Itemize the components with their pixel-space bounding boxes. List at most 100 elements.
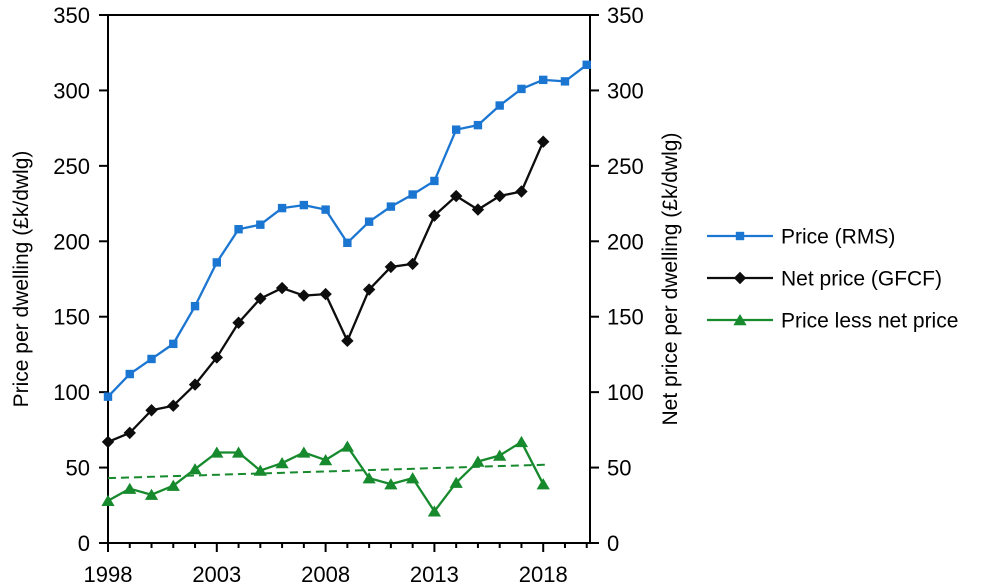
square-marker [495,101,504,110]
square-marker [321,205,330,214]
triangle-marker [188,463,202,475]
legend: Price (RMS) Net price (GFCF) Price less ne… [707,226,958,333]
x-tick-label: 1998 [84,562,133,587]
square-marker [234,225,243,234]
square-marker [364,217,374,226]
axis-box [107,14,591,544]
triangle-marker [101,494,115,506]
triangle-marker [253,464,267,476]
square-marker [735,231,745,241]
x-tick-label: 2008 [301,562,350,587]
diamond-marker [406,257,419,271]
diamond-marker [362,283,376,296]
diamond-marker [471,203,485,216]
triangle-marker [123,482,137,494]
triangle-marker [514,435,529,448]
triangle-marker [362,472,376,484]
triangle-marker [275,457,289,469]
square-marker [451,125,461,134]
diamond-marker [733,271,747,285]
diamond-marker [275,281,289,295]
square-marker [539,75,548,85]
triangle-marker [536,478,550,490]
triangle-marker [427,505,442,517]
legend-item: Net price (GFCF) [707,268,942,291]
square-marker [299,200,309,210]
square-marker [473,120,483,130]
left-axis-title: Price per dwelling (£k/dwlg) [10,151,33,408]
diamond-marker [319,287,332,301]
triangle-marker [166,479,180,491]
x-tick-label: 2018 [519,562,568,587]
square-marker [582,60,591,69]
right-y-tick-label: 300 [607,78,644,103]
diamond-marker [101,435,115,449]
diamond-marker [145,404,158,417]
diamond-marker [449,189,463,203]
legend-item: Price (RMS) [707,226,895,249]
diamond-marker [188,378,202,391]
triangle-marker [231,446,246,458]
diamond-marker [254,292,267,305]
square-marker [343,238,352,247]
diamond-marker [384,260,398,274]
left-y-tick-label: 0 [78,531,90,556]
square-marker [386,202,396,211]
triangle-marker [144,488,159,500]
right-y-tick-label: 0 [607,531,619,556]
triangle-marker [733,314,747,326]
square-marker [125,369,134,379]
diamond-marker [537,135,550,148]
right-y-tick-label: 250 [607,154,644,179]
right-axis-title: Net price per dwelling (£k/dwlg) [659,133,682,426]
square-marker [517,84,526,94]
triangle-marker [319,454,333,466]
diamond-marker [428,209,441,222]
right-y-tick-label: 150 [607,305,644,330]
right-y-tick-label: 200 [607,229,644,254]
square-marker [256,220,265,229]
legend-label: Price less net price [781,310,958,333]
legend-label: Net price (GFCF) [781,268,942,291]
plot-area: 0 0 50 50 100 100 150 150 200 200 250 250 300 300 350 3… [53,3,643,587]
triangle-marker [210,446,224,458]
x-tick-label: 2013 [410,562,459,587]
diamond-marker [515,185,528,198]
left-y-tick-label: 200 [53,229,90,254]
triangle-marker [406,472,420,484]
left-y-tick-label: 250 [53,154,90,179]
diamond-marker [123,426,136,440]
diamond-marker [210,351,224,364]
legend-label: Price (RMS) [781,226,895,249]
diamond-marker [493,189,506,203]
right-y-tick-label: 100 [607,380,644,405]
square-marker [103,392,113,401]
square-marker [169,339,178,349]
left-y-tick-label: 50 [66,456,90,481]
diamond-marker [167,399,180,412]
triangle-marker [449,476,463,488]
left-y-tick-label: 300 [53,78,90,103]
diamond-marker [232,316,245,329]
triangle-marker [471,455,485,467]
diamond-marker [341,334,354,348]
left-y-tick-label: 100 [53,380,90,405]
square-marker [190,301,200,311]
legend-item: Price less net price [707,310,958,333]
square-marker [430,176,439,186]
square-marker [408,190,417,199]
square-marker [277,203,287,213]
right-y-tick-label: 350 [607,3,644,28]
x-tick-label: 2003 [192,562,241,587]
triangle-marker [340,440,354,452]
triangle-marker [493,449,507,461]
triangle-marker [384,478,398,490]
square-marker [560,77,570,86]
trendline-dashed [107,463,550,480]
square-marker [147,354,156,364]
left-y-tick-label: 350 [53,3,90,28]
left-y-tick-label: 150 [53,305,90,330]
triangle-marker [297,446,311,458]
